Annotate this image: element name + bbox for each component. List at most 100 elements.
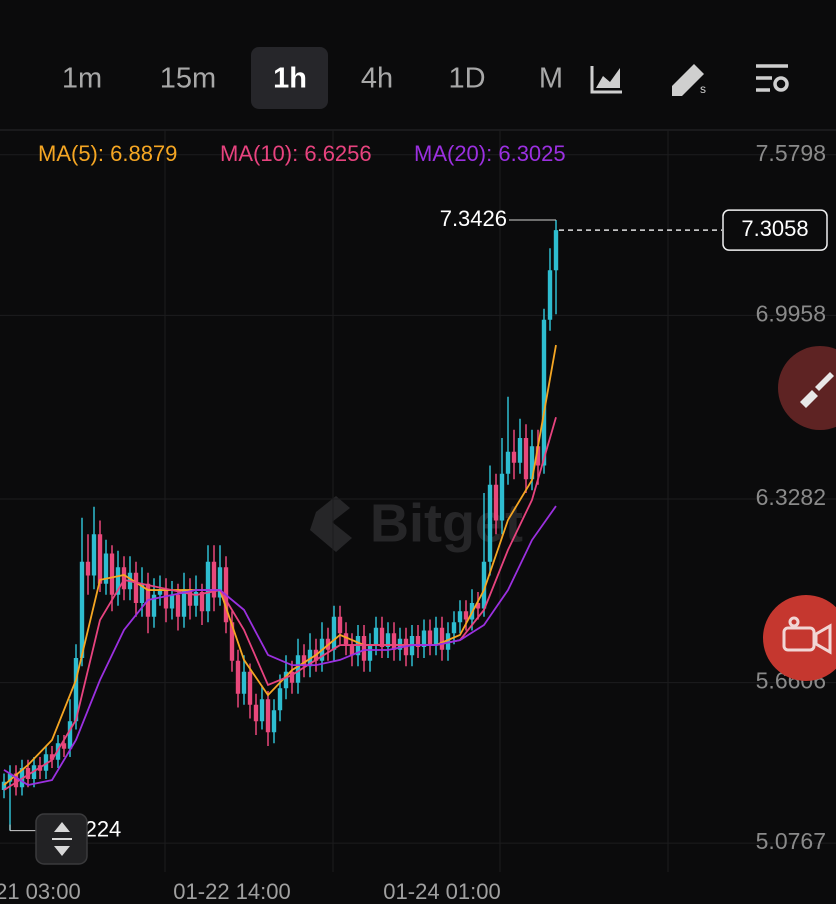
ma-line	[3, 416, 557, 791]
interval-tab[interactable]: 1D	[448, 63, 485, 95]
candle-body	[61, 743, 67, 749]
candle-body	[133, 572, 139, 603]
candle-body	[121, 567, 127, 590]
icon-glyph: s	[700, 82, 706, 96]
candle-body	[523, 437, 529, 480]
legend-entry: MA(10): 6.6256	[220, 141, 372, 166]
candle-body	[553, 230, 559, 271]
interval-tab-selected[interactable]: 1h	[273, 63, 307, 95]
candle-body	[535, 446, 541, 466]
y-tick-label: 7.5798	[756, 140, 826, 166]
x-tick-label: 01-21 03:00	[0, 879, 81, 904]
candle-body	[25, 767, 31, 779]
candle-body	[331, 616, 337, 650]
draw-button[interactable]	[778, 346, 836, 430]
watermark-logo	[310, 496, 352, 552]
candle-body	[511, 451, 517, 463]
candle-body	[157, 589, 163, 595]
candle-body	[517, 437, 523, 463]
last-price-box	[722, 209, 828, 251]
y-tick-label: 6.9958	[756, 300, 826, 326]
scale-toggle-button[interactable]	[35, 813, 88, 865]
candle-body	[49, 754, 55, 760]
candle-body	[487, 484, 493, 562]
candle-body	[79, 561, 85, 658]
vertical-grid	[164, 130, 669, 872]
candle-body	[391, 633, 397, 650]
candle-body	[175, 594, 181, 617]
candle-body	[259, 699, 265, 722]
candle-body	[499, 473, 505, 521]
candle-body	[109, 553, 115, 595]
candle-body	[547, 270, 553, 320]
candle-body	[283, 671, 289, 689]
candle-body	[199, 591, 205, 612]
candle-body	[73, 657, 79, 722]
ma-line	[3, 344, 557, 786]
interval-tab[interactable]: 4h	[361, 63, 393, 95]
candle-body	[85, 561, 91, 576]
candle-body	[193, 591, 199, 606]
candle-body	[169, 594, 175, 609]
candle-body	[13, 773, 19, 788]
interval-tab[interactable]: 1m	[62, 63, 102, 95]
candle-body	[349, 644, 355, 656]
candle-body	[493, 484, 499, 521]
candle-body	[163, 589, 169, 609]
candle-body	[115, 567, 121, 595]
watermark: Bitget	[310, 493, 523, 553]
candle-body	[475, 602, 481, 609]
candle-body	[481, 561, 487, 609]
candle-body	[343, 633, 349, 645]
candle-body	[91, 534, 97, 576]
candle-body	[295, 655, 301, 683]
y-tick-label: 6.3282	[756, 484, 826, 510]
candle-body	[277, 688, 283, 711]
candle-body	[385, 633, 391, 647]
candle-body	[427, 630, 433, 645]
candle-body	[229, 622, 235, 661]
candle-body	[367, 644, 373, 661]
candle-body	[67, 721, 73, 749]
legend-entry: MA(5): 6.8879	[38, 141, 177, 166]
toolbar: s 1m 15m 1h 4h 1D M	[0, 47, 836, 131]
candle-body	[247, 671, 253, 705]
candle-body	[457, 611, 463, 623]
candle-body	[151, 594, 157, 617]
candle-body	[379, 627, 385, 647]
candle-body	[211, 561, 217, 598]
drawing-tool-icon[interactable]: s	[672, 64, 706, 96]
candle-body	[97, 534, 103, 584]
candle-body	[139, 583, 145, 603]
ma-line	[3, 505, 557, 787]
legend-entry: MA(20): 6.3025	[414, 141, 566, 166]
candle-body	[1, 781, 7, 790]
candle-body	[253, 704, 259, 722]
candle-body	[187, 589, 193, 606]
candle-body	[361, 635, 367, 661]
candle-body	[271, 710, 277, 733]
x-tick-label: 01-22 14:00	[173, 879, 290, 904]
candle-body	[301, 655, 307, 667]
candle-body	[505, 451, 511, 474]
interval-tab[interactable]: M	[539, 63, 563, 95]
chart-style-icon[interactable]	[590, 66, 622, 94]
y-tick-label: 5.0767	[756, 828, 826, 854]
candle-body	[541, 319, 547, 466]
candle-body	[289, 671, 295, 683]
max-price-label: 7.3426	[440, 206, 507, 231]
candle-body	[463, 611, 469, 620]
candle-body	[445, 633, 451, 650]
candle-body	[433, 627, 439, 645]
interval-tab[interactable]: 15m	[160, 63, 216, 95]
candle-body	[415, 635, 421, 647]
record-button[interactable]	[763, 595, 836, 681]
indicator-settings-icon[interactable]	[756, 64, 789, 92]
candle-body	[451, 622, 457, 634]
candle-body	[265, 699, 271, 733]
candle-body	[337, 616, 343, 634]
candle-body	[235, 660, 241, 694]
